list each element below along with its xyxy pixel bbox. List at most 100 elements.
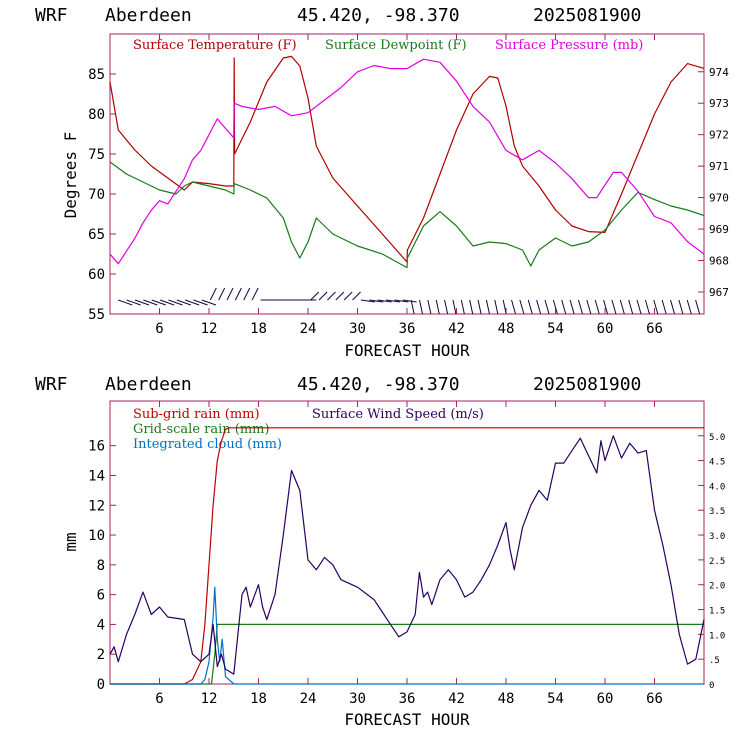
x-axis-label-bottom: FORECAST HOUR bbox=[344, 710, 470, 729]
wind-barb bbox=[243, 287, 251, 301]
wind-barb bbox=[168, 299, 183, 306]
x-tick-label: 66 bbox=[646, 321, 663, 337]
x-tick-label: 48 bbox=[498, 691, 515, 707]
wind-barb bbox=[586, 299, 592, 315]
wind-barb bbox=[369, 299, 384, 303]
wind-barb bbox=[653, 299, 659, 315]
y-tick-label: 6 bbox=[97, 588, 105, 604]
wind-barb bbox=[536, 299, 542, 315]
wind-barb bbox=[611, 299, 617, 315]
gridscale-rain-line bbox=[110, 623, 704, 685]
wind-barb bbox=[427, 299, 432, 315]
subgrid-rain-line bbox=[110, 427, 704, 685]
wind-barb bbox=[661, 299, 667, 315]
wind-barb bbox=[678, 299, 684, 315]
y-tick-label: 10 bbox=[88, 528, 105, 544]
temperature-line bbox=[109, 55, 705, 263]
legend-dewpoint: Surface Dewpoint (F) bbox=[325, 38, 467, 53]
wind-barb bbox=[385, 299, 401, 303]
wind-barb bbox=[569, 299, 575, 315]
y-tick-label: 85 bbox=[88, 67, 105, 83]
wind-barb bbox=[561, 299, 567, 315]
wind-barb bbox=[377, 299, 392, 303]
y2-tick-label: 4.5 bbox=[709, 458, 725, 468]
x-tick-label: 54 bbox=[547, 321, 564, 337]
wind-barb bbox=[603, 299, 609, 315]
x-tick-label: 48 bbox=[498, 321, 515, 337]
legend-integrated-cloud: Integrated cloud (mm) bbox=[133, 437, 282, 452]
wind-barb bbox=[343, 291, 353, 301]
y-tick-label: 65 bbox=[88, 227, 105, 243]
dewpoint-line bbox=[109, 161, 705, 269]
y-tick-label: 60 bbox=[88, 267, 105, 283]
x-tick-label: 66 bbox=[646, 691, 663, 707]
header-station-2: Aberdeen bbox=[105, 374, 192, 395]
wind-barb bbox=[578, 299, 583, 315]
y2-tick-label: 974 bbox=[709, 66, 729, 79]
wind-barb bbox=[502, 299, 507, 315]
y2-tick-label: .5 bbox=[709, 656, 720, 666]
header-coords-2: 45.420, -98.370 bbox=[297, 374, 460, 395]
wind-barb bbox=[327, 291, 336, 301]
wind-barb bbox=[151, 299, 166, 306]
x-tick-label: 30 bbox=[349, 321, 366, 337]
y-tick-label: 0 bbox=[97, 677, 105, 693]
legend-subgrid-rain: Sub-grid rain (mm) bbox=[133, 407, 260, 422]
header-model-2: WRF bbox=[35, 374, 68, 395]
y-tick-label: 80 bbox=[88, 107, 105, 123]
x-tick-label: 6 bbox=[155, 691, 163, 707]
wind-barb bbox=[176, 299, 191, 306]
wind-barb bbox=[118, 299, 133, 306]
wind-barb bbox=[511, 299, 517, 315]
legend-pressure: Surface Pressure (mb) bbox=[495, 38, 643, 53]
x-tick-label: 18 bbox=[250, 691, 267, 707]
y2-tick-label: 0 bbox=[709, 681, 714, 691]
wind-barb bbox=[527, 299, 533, 315]
wind-barb bbox=[460, 299, 465, 315]
y-tick-label: 4 bbox=[97, 617, 105, 633]
wind-barb bbox=[209, 287, 217, 301]
pressure-line bbox=[109, 58, 705, 265]
y2-tick-label: 971 bbox=[709, 160, 729, 173]
x-tick-label: 18 bbox=[250, 321, 267, 337]
y-tick-label: 8 bbox=[97, 558, 105, 574]
wind-barb bbox=[185, 299, 200, 306]
wind-barb bbox=[360, 299, 375, 303]
y2-tick-label: 4.0 bbox=[709, 482, 725, 492]
integrated-cloud-line bbox=[110, 586, 704, 685]
wind-barb bbox=[310, 291, 320, 301]
x-tick-label: 60 bbox=[597, 321, 614, 337]
header-run-2: 2025081900 bbox=[533, 374, 641, 395]
wind-barb bbox=[552, 299, 558, 315]
x-tick-label: 24 bbox=[300, 691, 317, 707]
x-tick-label: 30 bbox=[349, 691, 366, 707]
wind-barb bbox=[251, 287, 259, 301]
wind-barb bbox=[410, 299, 415, 315]
y2-tick-label: 970 bbox=[709, 192, 729, 205]
wind-barb bbox=[335, 291, 345, 301]
x-tick-label: 60 bbox=[597, 691, 614, 707]
header-coords: 45.420, -98.370 bbox=[297, 5, 460, 26]
wind-barb bbox=[452, 299, 457, 315]
y2-tick-label: 969 bbox=[709, 223, 729, 236]
wind-barb bbox=[352, 291, 361, 301]
wind-barb bbox=[519, 299, 525, 315]
y-tick-label: 2 bbox=[97, 647, 105, 663]
wind-barb bbox=[444, 299, 449, 315]
wind-barb bbox=[218, 287, 226, 301]
x-tick-label: 12 bbox=[201, 691, 218, 707]
header-model: WRF bbox=[35, 5, 68, 26]
y-tick-label: 16 bbox=[88, 439, 105, 455]
wind-speed-line bbox=[109, 435, 705, 675]
wind-barb bbox=[628, 299, 634, 315]
y-tick-label: 75 bbox=[88, 147, 105, 163]
x-tick-label: 36 bbox=[399, 691, 416, 707]
y2-tick-label: 967 bbox=[709, 286, 729, 299]
x-tick-label: 24 bbox=[300, 321, 317, 337]
legend-temperature: Surface Temperature (F) bbox=[133, 38, 297, 53]
legend-wind-speed: Surface Wind Speed (m/s) bbox=[312, 407, 484, 422]
x-tick-label: 54 bbox=[547, 691, 564, 707]
x-tick-label: 42 bbox=[448, 321, 465, 337]
y2-tick-label: 5.0 bbox=[709, 433, 725, 443]
